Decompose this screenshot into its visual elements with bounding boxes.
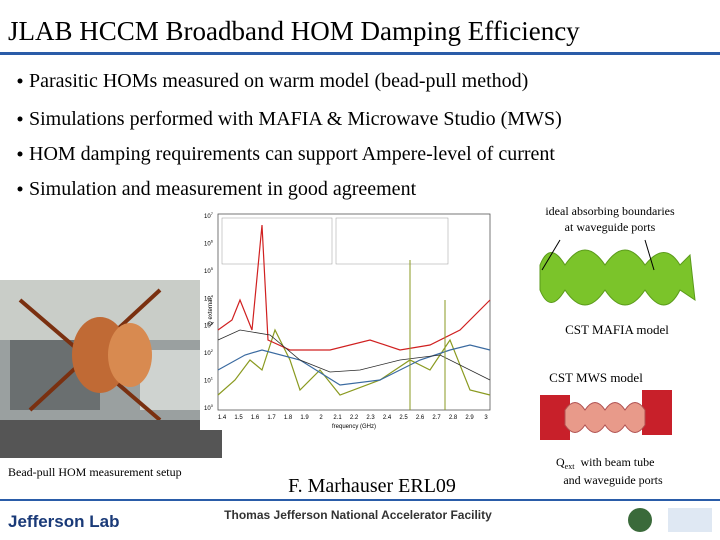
photo-caption: Bead-pull HOM measurement setup: [8, 465, 182, 479]
footer-facility: Thomas Jefferson National Accelerator Fa…: [224, 508, 492, 522]
x-tick-label: 1.5: [234, 415, 243, 421]
x-tick-label: 1.6: [251, 415, 260, 421]
x-tick-label: 1.4: [218, 415, 227, 421]
y-tick-exponent: 1: [211, 376, 214, 381]
qext-label: Qext with beam tube: [556, 455, 654, 471]
y-tick-base: 10: [204, 241, 211, 247]
y-tick-label: 107: [204, 211, 214, 220]
y-tick-base: 10: [204, 351, 211, 357]
photo: [0, 280, 222, 458]
bullet-dot: [17, 78, 23, 84]
mafia-label: CST MAFIA model: [565, 322, 669, 337]
x-tick-label: 2.3: [366, 415, 375, 421]
qext-line1: with beam tube: [580, 455, 654, 469]
qext-line2: and waveguide ports: [563, 473, 663, 487]
y-tick-label: 104: [204, 293, 214, 302]
mws-label: CST MWS model: [549, 370, 643, 385]
x-tick-label: 1.9: [300, 415, 309, 421]
cavity-mafia: [539, 239, 696, 306]
footer-logo: Jefferson Lab: [8, 512, 119, 531]
x-tick-label: 2.1: [333, 415, 342, 421]
y-tick-exponent: 2: [211, 348, 214, 353]
y-axis-label: Q external: [208, 298, 214, 326]
title-rule: [0, 52, 720, 55]
bullet-text: Parasitic HOMs measured on warm model (b…: [29, 70, 528, 92]
bullet-text: HOM damping requirements can support Amp…: [29, 143, 555, 165]
logo-seal: [628, 508, 652, 532]
y-tick-label: 101: [204, 376, 214, 385]
y-tick-label: 100: [204, 403, 214, 412]
x-tick-label: 2: [319, 415, 323, 421]
x-axis-label: frequency (GHz): [332, 424, 376, 430]
y-tick-label: 102: [204, 348, 214, 357]
author: F. Marhauser ERL09: [288, 475, 456, 497]
qext-symbol: Q: [556, 455, 565, 469]
bullet-list: Parasitic HOMs measured on warm model (b…: [17, 70, 562, 200]
y-tick-exponent: 7: [211, 211, 214, 216]
title: JLAB HCCM Broadband HOM Damping Efficien…: [8, 16, 580, 46]
y-tick-label: 103: [204, 321, 214, 330]
bullet-dot: [17, 116, 23, 122]
x-tick-label: 2.4: [383, 415, 392, 421]
bullet-dot: [17, 186, 23, 192]
y-tick-base: 10: [204, 379, 211, 385]
x-tick-label: 2.2: [350, 415, 359, 421]
x-tick-label: 1.8: [284, 415, 293, 421]
y-tick-exponent: 6: [211, 238, 214, 243]
y-tick-exponent: 3: [211, 321, 214, 326]
x-tick-label: 2.9: [465, 415, 474, 421]
y-tick-exponent: 5: [211, 266, 214, 271]
plot-image: 1.4 1.5 1.6 1.7 1.8 1.9 2 2.1 2.2 2.3 2.4 2.5 2.6 2.7…: [200, 205, 500, 430]
qext-subscript: ext: [565, 462, 576, 471]
logo-jsa: [668, 508, 712, 532]
cavity-mws: [540, 390, 672, 440]
y-tick-base: 10: [204, 296, 211, 302]
x-tick-label: 2.5: [399, 415, 408, 421]
y-tick-label: 105: [204, 266, 214, 275]
x-tick-label: 1.7: [267, 415, 276, 421]
x-tick-label: 3: [484, 415, 488, 421]
y-tick-base: 10: [204, 324, 211, 330]
ports-note: at waveguide ports: [565, 220, 656, 234]
y-tick-base: 10: [204, 269, 211, 275]
x-tick-label: 2.7: [432, 415, 441, 421]
y-tick-exponent: 0: [211, 403, 214, 408]
y-tick-label: 106: [204, 238, 214, 247]
ports-note: ideal absorbing boundaries: [545, 204, 675, 218]
y-tick-base: 10: [204, 214, 211, 220]
bullet-text: Simulations performed with MAFIA & Micro…: [29, 108, 562, 130]
y-tick-base: 10: [204, 406, 211, 412]
bullet-dot: [17, 151, 23, 157]
x-tick-label: 2.8: [449, 415, 458, 421]
x-tick-label: 2.6: [416, 415, 425, 421]
bullet-text: Simulation and measurement in good agree…: [29, 178, 417, 200]
y-tick-exponent: 4: [211, 293, 214, 298]
